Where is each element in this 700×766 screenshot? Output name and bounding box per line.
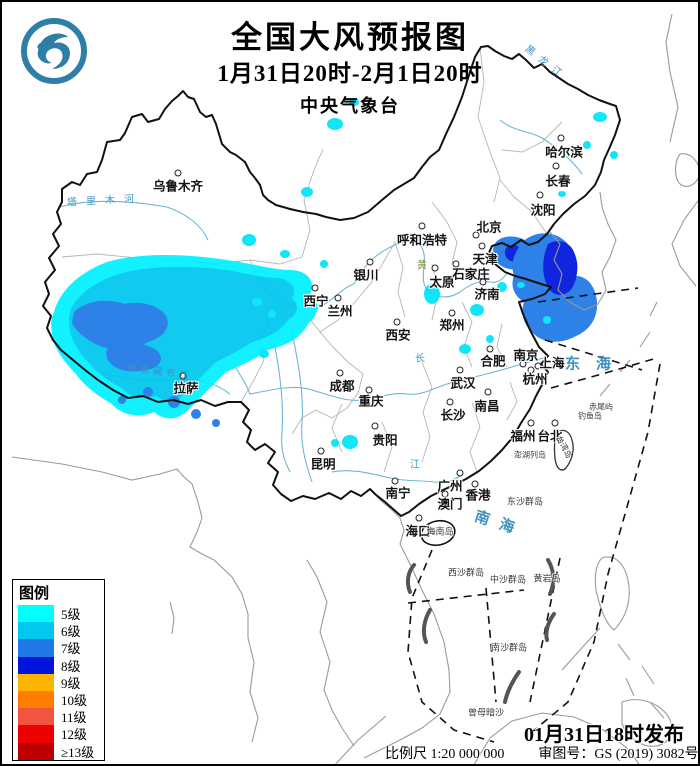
nine-dash-line [407, 287, 661, 743]
agency-name: 中央气象台 [300, 96, 400, 116]
legend-swatch [18, 656, 54, 674]
map-scale: 比例尺 1:20 000 000 [385, 747, 505, 762]
legend-swatch [18, 622, 54, 640]
issue-time: 01月31日18时发布 [524, 724, 684, 746]
legend-swatch [18, 639, 54, 657]
legend-swatch [18, 673, 54, 691]
legend-swatch [18, 742, 54, 760]
cma-dragon-logo [21, 18, 87, 84]
legend-item: 12级 [18, 725, 104, 743]
wind-area-yellowsea-8 [543, 241, 578, 295]
legend-swatch [18, 690, 54, 709]
legend-label: 11级 [61, 710, 87, 726]
legend-swatch [18, 708, 54, 726]
legend-rows: 5级 6级 7级 8级 9级 10级 11级 12级 ≥13级 [18, 605, 104, 760]
legend-label: 6级 [61, 624, 81, 640]
legend-item: 9级 [18, 673, 104, 691]
wind-areas [51, 98, 618, 449]
map-meta-line: 比例尺 1:20 000 000 审图号：GS (2019) 3082号 [385, 743, 699, 763]
legend-label: 9级 [61, 675, 81, 691]
legend-label: ≥13级 [61, 744, 95, 760]
forecast-period: 1月31日20时-2月1日20时 [217, 61, 483, 86]
legend-item: 6级 [18, 622, 104, 640]
legend-label: 5级 [61, 607, 81, 623]
wind-legend: 图例 5级 6级 7级 8级 9级 10级 11级 12级 ≥13级 [12, 579, 105, 761]
legend-item: ≥13级 [18, 742, 104, 760]
page-title: 全国大风预报图 [231, 20, 469, 55]
legend-label: 7级 [61, 641, 81, 657]
foreign-coastlines [11, 13, 698, 764]
national-border [42, 45, 621, 517]
legend-label: 10级 [61, 693, 88, 709]
legend-item: 7级 [18, 639, 104, 657]
legend-item: 10级 [18, 690, 104, 709]
legend-swatch [18, 725, 54, 743]
legend-item: 5级 [18, 605, 104, 623]
legend-item: 8级 [18, 656, 104, 674]
wind-area-tibet-7 [72, 300, 168, 350]
islands [420, 429, 574, 547]
legend-title: 图例 [19, 586, 50, 602]
island-group-symbols [405, 558, 556, 704]
map-review-number: 审图号：GS (2019) 3082号 [538, 747, 699, 762]
legend-label: 8级 [61, 658, 81, 674]
legend-swatch [18, 605, 54, 623]
legend-item: 11级 [18, 708, 104, 726]
legend-label: 12级 [61, 727, 88, 743]
